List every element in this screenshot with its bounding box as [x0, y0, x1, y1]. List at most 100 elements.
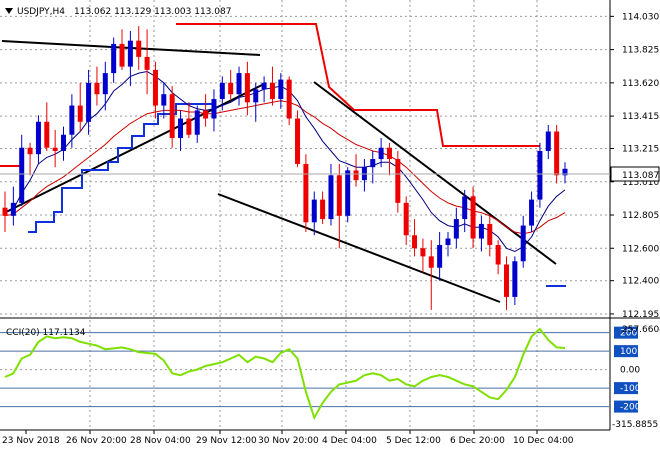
candle — [269, 66, 275, 106]
candle-body — [194, 110, 200, 135]
candle-body — [487, 223, 493, 246]
candle — [278, 73, 284, 109]
chevron-down-icon[interactable] — [5, 8, 13, 14]
candle-body — [144, 56, 150, 70]
candle — [370, 150, 376, 184]
candle-body — [152, 69, 158, 106]
time-tick-label: 6 Dec 20:00 — [450, 436, 505, 446]
candle-body — [412, 235, 418, 249]
candle-body — [86, 82, 92, 122]
candle — [470, 186, 476, 249]
candle — [286, 76, 292, 126]
candle-body — [537, 150, 543, 200]
candle-body — [52, 147, 58, 151]
candle — [412, 219, 418, 257]
candle — [127, 30, 133, 87]
candle-body — [111, 43, 117, 74]
candle — [219, 76, 225, 111]
candle — [86, 69, 92, 135]
candle — [52, 129, 58, 168]
candle-body — [203, 110, 209, 119]
candle — [512, 256, 518, 306]
candle — [554, 125, 560, 184]
candle — [111, 37, 117, 83]
cci-level-label: 200 — [620, 329, 637, 339]
candle-body — [437, 245, 443, 268]
symbol-label: USDJPY,H4 — [17, 7, 65, 17]
price-tick-label: 112.400 — [622, 277, 659, 287]
candle-body — [228, 82, 234, 95]
candle — [353, 154, 359, 187]
candle-body — [35, 121, 41, 155]
candle — [495, 240, 501, 275]
candle-body — [10, 202, 16, 216]
time-tick-label: 29 Nov 12:00 — [196, 436, 257, 446]
candle — [136, 26, 142, 70]
candle — [2, 191, 8, 233]
candle-body — [219, 82, 225, 100]
candle — [311, 191, 317, 236]
candle-body — [529, 199, 535, 226]
candle — [10, 186, 16, 226]
candle — [320, 191, 326, 224]
ohlc-values: 113.062 113.129 113.003 113.087 — [74, 7, 231, 17]
candle-body — [462, 196, 468, 220]
candle — [61, 126, 67, 161]
red-stop-line — [176, 23, 540, 147]
candle — [186, 102, 192, 138]
candle-body — [161, 94, 167, 106]
candle — [503, 256, 509, 310]
candle — [445, 232, 451, 257]
candle-body — [119, 43, 125, 67]
candle — [478, 215, 484, 252]
cci-level-tag — [614, 345, 638, 358]
candle — [428, 240, 434, 310]
candle-body — [311, 199, 317, 223]
candle — [562, 162, 568, 184]
last-price-tag — [610, 166, 660, 182]
candle — [453, 207, 459, 249]
candle — [545, 125, 551, 160]
price-tick-label: 113.825 — [622, 46, 659, 56]
candle-body — [19, 147, 25, 203]
candle-body — [353, 170, 359, 181]
candle-body — [428, 256, 434, 268]
price-tick-label: 114.030 — [622, 12, 659, 22]
candle — [236, 66, 242, 106]
candle-body — [345, 170, 351, 216]
candle-body — [61, 134, 67, 151]
candle-body — [261, 82, 267, 90]
candle-body — [395, 159, 401, 203]
cci-label: CCI(20) 117.1134 — [6, 328, 86, 338]
candle-body — [453, 219, 459, 239]
candle-body — [503, 264, 509, 297]
candle-body — [286, 79, 292, 119]
candle-body — [478, 223, 484, 239]
time-tick-label: 26 Nov 20:00 — [66, 436, 127, 446]
candle — [437, 232, 443, 281]
candle-body — [386, 147, 392, 160]
candle-body — [295, 118, 301, 164]
candle — [35, 115, 41, 164]
price-tick-label: 113.010 — [622, 178, 659, 188]
candle-body — [328, 175, 334, 220]
candle — [295, 110, 301, 168]
candle-body — [378, 147, 384, 160]
candle-body — [186, 118, 192, 135]
candle — [336, 163, 342, 249]
candle-body — [178, 118, 184, 138]
price-tick-label: 113.620 — [622, 79, 659, 89]
candle-body — [545, 131, 551, 151]
candle — [520, 215, 526, 268]
candle — [386, 142, 392, 176]
cci-axis-labels: 200 100 0.00 -100 -200 — [614, 326, 641, 413]
candle-body — [495, 245, 501, 265]
candle-body — [2, 207, 8, 216]
cci-level-label: -100 — [620, 384, 641, 394]
cci-pane: 200 100 0.00 -100 -200 CCI(20) 117.1134 257.… — [0, 325, 660, 430]
candle-body — [136, 40, 142, 57]
candle-body — [27, 147, 33, 155]
candle — [462, 189, 468, 233]
